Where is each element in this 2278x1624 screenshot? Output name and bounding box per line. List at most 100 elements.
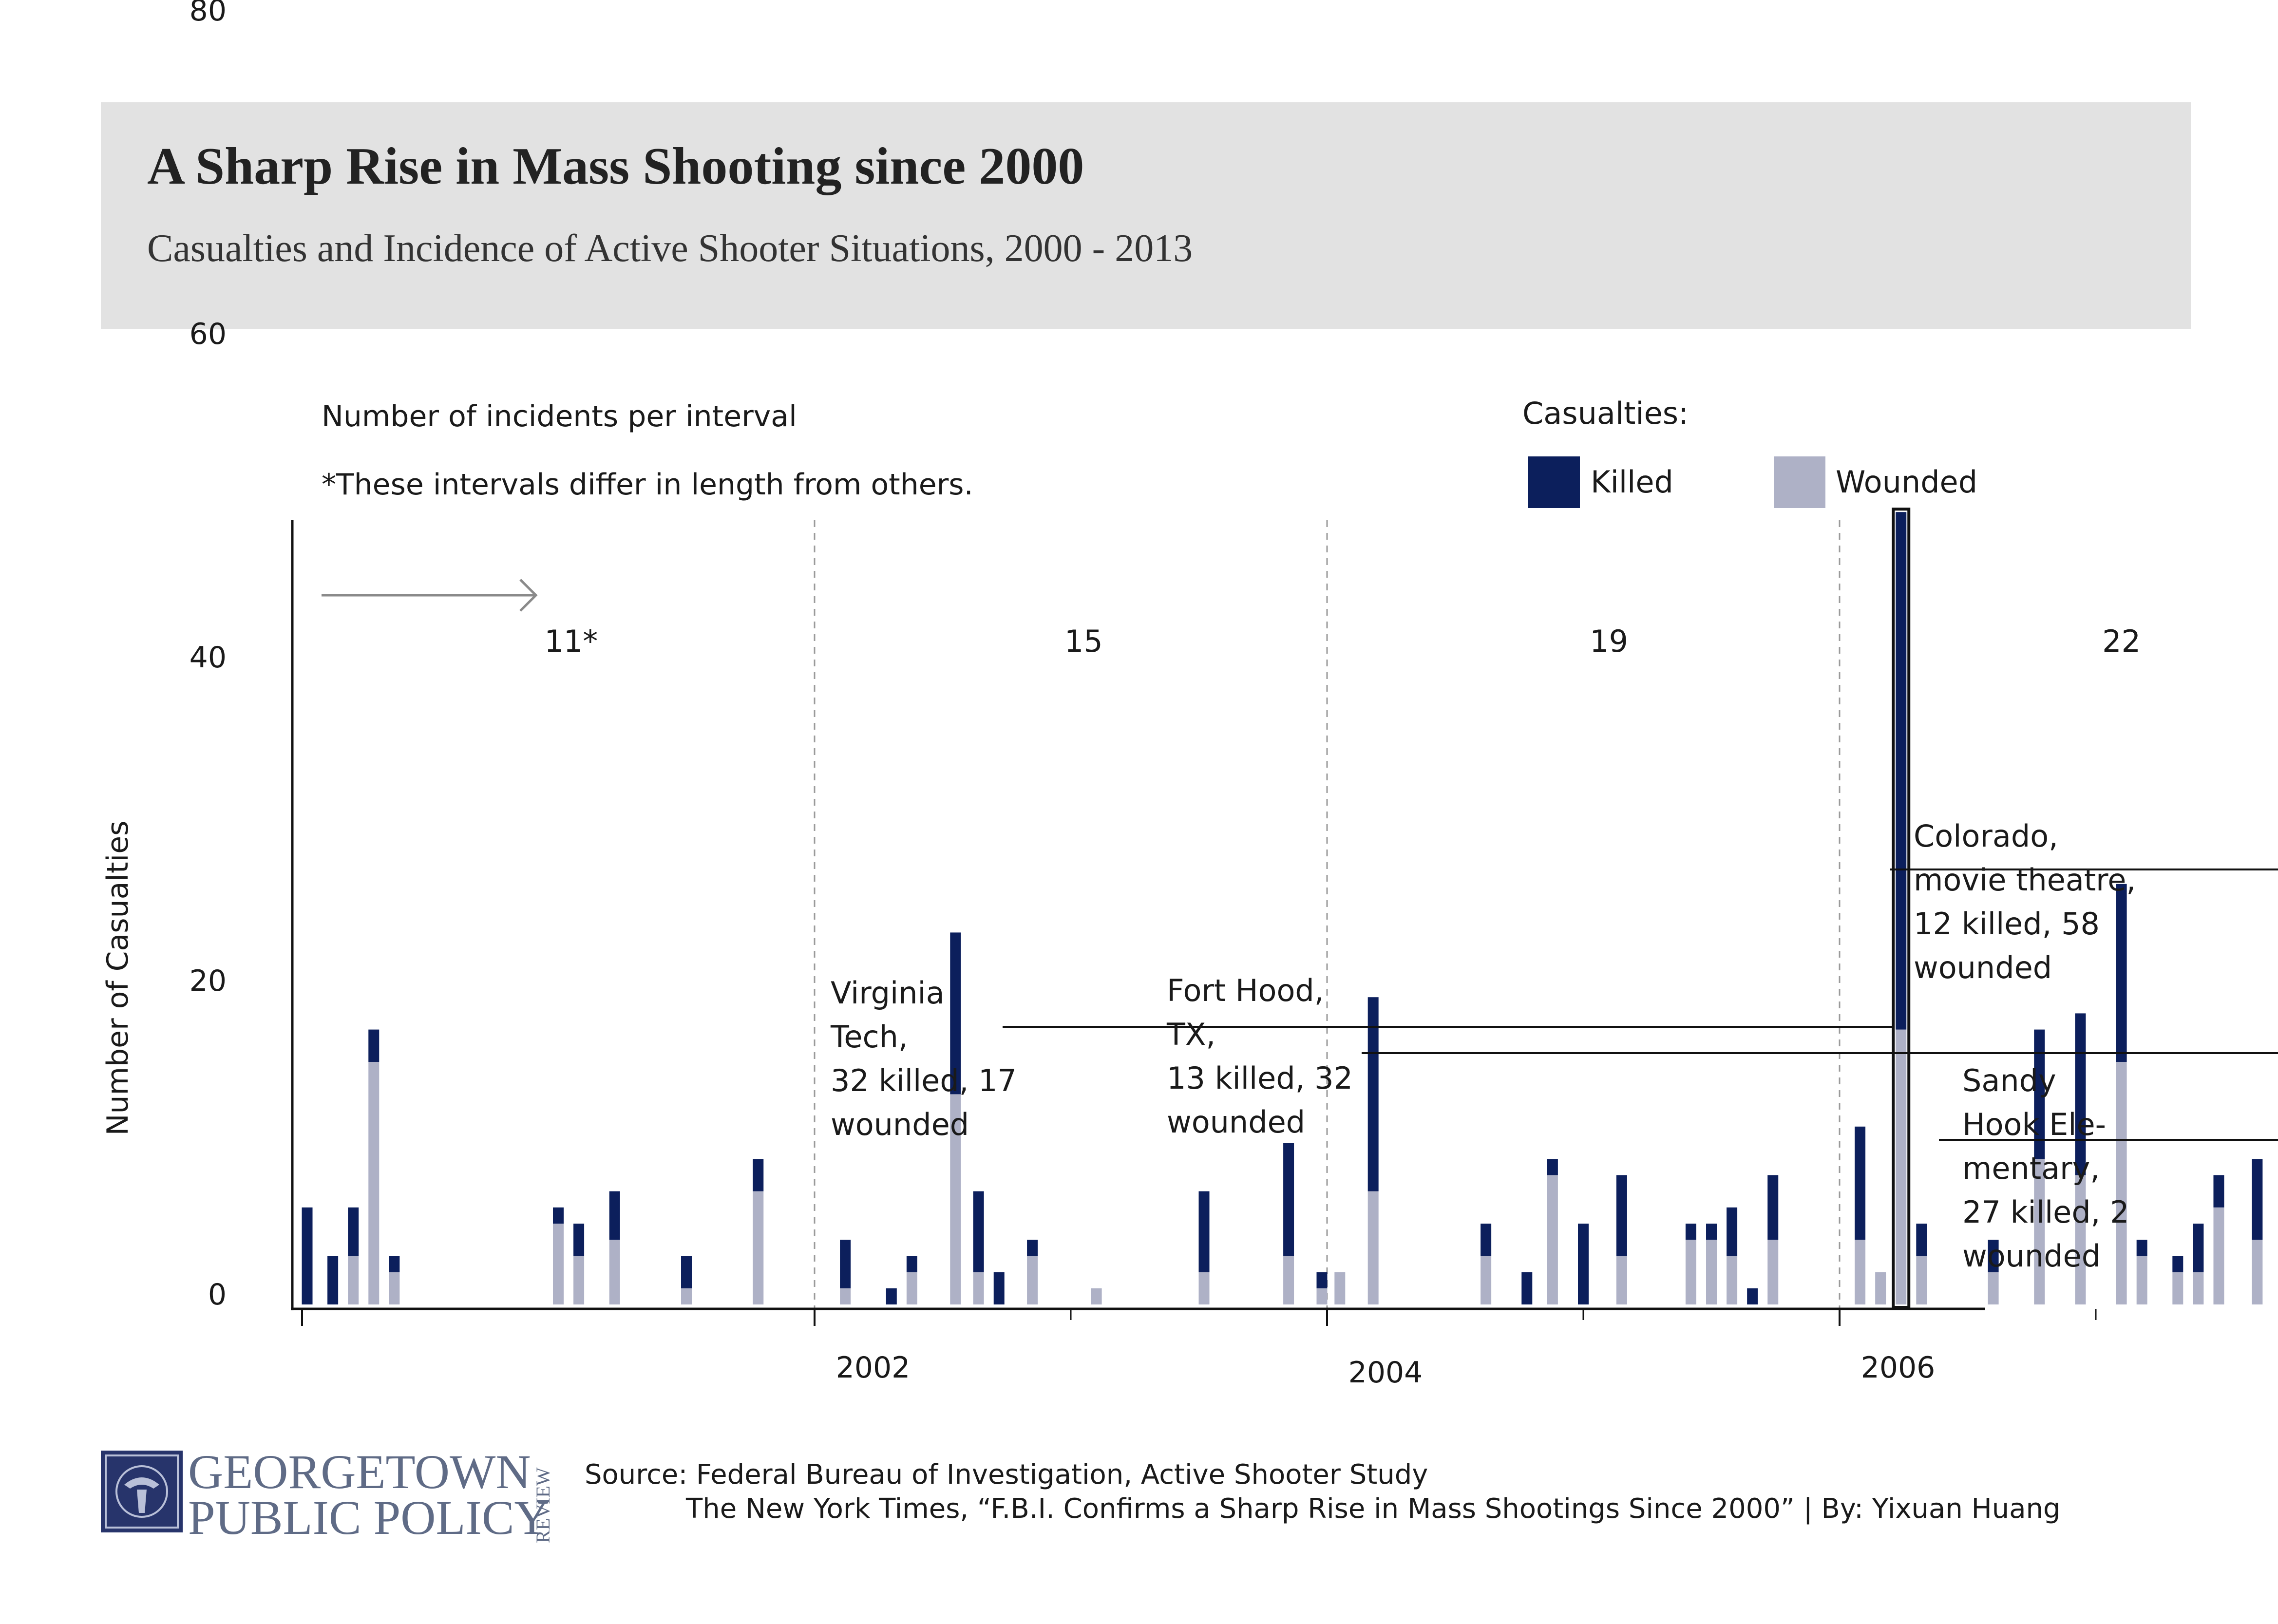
bar-killed: [1767, 1175, 1779, 1240]
bar-killed: [1727, 1207, 1738, 1256]
bar-killed: [1027, 1240, 1038, 1256]
interval-count-label: 15: [1064, 623, 1103, 659]
bar-wounded: [1283, 1256, 1294, 1304]
bar-wounded: [1367, 1191, 1379, 1304]
bar-killed: [1988, 1240, 1999, 1272]
bar-killed: [553, 1207, 564, 1224]
annotation-text-line: Colorado,: [1914, 818, 2058, 854]
logo-line-public-policy: PUBLIC POLICY: [188, 1491, 550, 1545]
incidents-label: Number of incidents per interval: [322, 399, 797, 434]
bar-killed: [327, 1256, 339, 1304]
bar-wounded: [1767, 1240, 1779, 1304]
bar-killed: [348, 1207, 359, 1256]
annotation-text-line: 13 killed, 32: [1167, 1060, 1353, 1096]
annotation-text-line: Hook Ele-: [1962, 1107, 2106, 1142]
bar-wounded: [2116, 1062, 2127, 1304]
bar-killed: [389, 1256, 400, 1272]
bar-killed: [2034, 1029, 2045, 1159]
interval-dividers: [814, 520, 1841, 1309]
annotation-text-line: Tech,: [830, 1019, 908, 1055]
annotation-text-line: movie theatre,: [1914, 862, 2136, 898]
y-ticks: 0 20 40 60 80: [190, 0, 227, 1312]
bar-wounded: [1988, 1272, 1999, 1304]
bar-killed: [1547, 1159, 1558, 1175]
bar-killed: [2136, 1240, 2147, 1256]
bar-killed: [1283, 1143, 1294, 1256]
y-tick-label: 20: [190, 964, 227, 998]
seal-eagle-shape: [124, 1477, 159, 1513]
source-line-2: The New York Times, “F.B.I. Confirms a S…: [686, 1493, 2061, 1525]
bar-wounded: [553, 1224, 564, 1304]
bar-wounded: [389, 1272, 400, 1304]
seal-frame: [105, 1454, 179, 1529]
logo-wordmark: GEORGETOWN PUBLIC POLICY: [188, 1448, 550, 1542]
bar-wounded: [950, 1094, 961, 1304]
bar-wounded: [2172, 1272, 2183, 1304]
bar-killed: [1367, 997, 1379, 1191]
bar-killed: [2172, 1256, 2183, 1272]
bar-wounded: [840, 1288, 851, 1304]
legend-label-wounded: Wounded: [1836, 464, 1977, 500]
bar-killed: [1685, 1224, 1696, 1240]
bar-wounded: [1727, 1256, 1738, 1304]
x-tick-label: 2004: [1348, 1356, 1423, 1390]
bar-killed: [609, 1191, 620, 1240]
bar-wounded: [2075, 1175, 2086, 1304]
arrow: [322, 579, 538, 612]
annotation-text-line: wounded: [831, 1107, 969, 1142]
header-banner: A Sharp Rise in Mass Shooting since 2000…: [101, 102, 2191, 329]
annotation-text-line: 32 killed, 17: [831, 1063, 1017, 1098]
legend-title: Casualties:: [1522, 396, 1689, 431]
bar-killed: [573, 1224, 585, 1256]
interval-footnote: *These intervals differ in length from o…: [322, 468, 973, 502]
logo-line-georgetown: GEORGETOWN: [188, 1445, 531, 1499]
bar-killed: [1578, 1224, 1589, 1304]
bar-wounded: [609, 1240, 620, 1304]
annotation-text-line: wounded: [1962, 1238, 2101, 1274]
bar-wounded: [1091, 1288, 1102, 1304]
bar-killed: [1747, 1288, 1758, 1304]
bar-wounded: [1616, 1256, 1627, 1304]
seal-ring: [115, 1465, 168, 1518]
legend-label-killed: Killed: [1591, 464, 1673, 500]
bar-wounded: [348, 1256, 359, 1304]
bar-killed: [2193, 1224, 2204, 1272]
bar-killed: [302, 1207, 313, 1304]
interval-count-label: 22: [2102, 623, 2141, 659]
x-ticks: 200220042006200820102012: [301, 1309, 2097, 1390]
bar-killed: [1481, 1224, 1492, 1256]
annotation-text-line: Sandy: [1962, 1063, 2056, 1098]
y-tick-label: 0: [208, 1278, 227, 1312]
y-axis-label: Number of Casualties: [101, 821, 135, 1136]
bar-wounded: [573, 1256, 585, 1304]
bar-killed: [1896, 512, 1907, 1030]
bar-wounded: [2252, 1240, 2263, 1304]
annotation-text-line: TX,: [1166, 1017, 1215, 1052]
chart-title: A Sharp Rise in Mass Shooting since 2000: [147, 137, 1084, 195]
bar-wounded: [1685, 1240, 1696, 1304]
bar-killed: [1521, 1272, 1533, 1304]
bar-wounded: [1547, 1175, 1558, 1304]
y-tick-label: 60: [190, 317, 227, 351]
bar-killed: [1706, 1224, 1717, 1240]
bar-killed: [906, 1256, 917, 1272]
bar-wounded: [1706, 1240, 1717, 1304]
bar-wounded: [1316, 1288, 1328, 1304]
bar-killed: [681, 1256, 692, 1288]
bar-wounded: [2193, 1272, 2204, 1304]
x-tick-label: 2002: [836, 1351, 911, 1385]
axes-layer: [291, 520, 1985, 1310]
logo-review-text: REVIEW: [532, 1467, 554, 1543]
bar-killed: [1855, 1126, 1866, 1240]
bar-wounded: [681, 1288, 692, 1304]
bar-killed: [993, 1272, 1005, 1304]
annotation-text-line: wounded: [1914, 950, 2052, 985]
bar-wounded: [2034, 1159, 2045, 1304]
bars-layer: [302, 512, 2263, 1304]
bar-killed: [1198, 1191, 1210, 1272]
annotation-text-line: Virginia: [831, 975, 945, 1011]
bar-wounded: [1198, 1272, 1210, 1304]
y-tick-label: 80: [190, 0, 227, 28]
bar-killed: [1616, 1175, 1627, 1256]
bar-killed: [2213, 1175, 2224, 1208]
